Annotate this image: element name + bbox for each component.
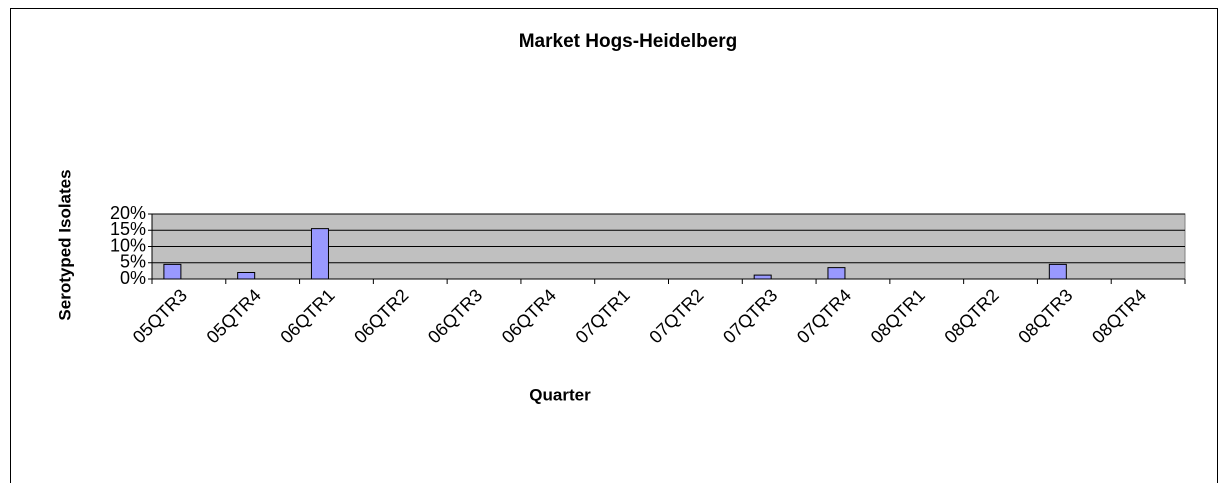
bar xyxy=(1048,263,1067,280)
bar xyxy=(310,228,329,280)
y-axis-title: Serotyped Isolates xyxy=(55,169,74,320)
bar xyxy=(163,263,182,280)
chart-title: Market Hogs-Heidelberg xyxy=(519,31,738,52)
y-tick-label: 0% xyxy=(120,268,146,288)
bar xyxy=(237,272,256,280)
y-tick-label: 15% xyxy=(110,219,146,239)
x-axis-title: Quarter xyxy=(529,385,591,404)
bar xyxy=(827,267,846,280)
y-tick-label: 20% xyxy=(110,203,146,223)
y-tick-label: 5% xyxy=(120,252,146,272)
bar xyxy=(753,274,772,280)
y-tick-label: 10% xyxy=(110,235,146,255)
